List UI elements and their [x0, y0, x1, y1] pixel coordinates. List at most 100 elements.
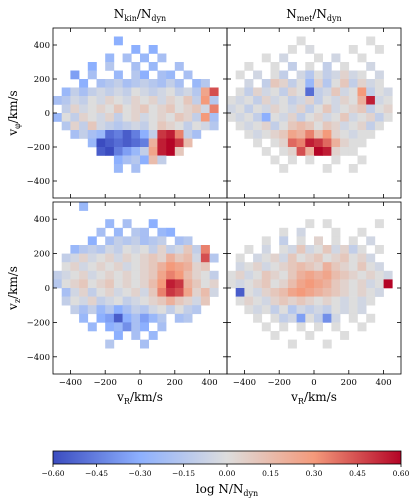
heatmap-cell — [279, 227, 289, 237]
heatmap-cell — [340, 79, 350, 88]
heatmap-cell — [331, 79, 341, 88]
heatmap-cell — [70, 245, 80, 254]
heatmap-cell — [113, 138, 123, 148]
heatmap-cell — [157, 245, 167, 254]
heatmap-cell — [70, 270, 80, 280]
heatmap-cell — [296, 305, 306, 315]
heatmap-cell — [96, 130, 106, 139]
heatmap-cell — [287, 253, 297, 263]
heatmap-cell — [131, 79, 141, 88]
heatmap-cell — [340, 279, 350, 289]
heatmap-cell — [140, 79, 149, 88]
heatmap-cell — [348, 79, 358, 88]
heatmap-cell — [305, 121, 315, 131]
colorbar-tick-label: 0.15 — [262, 469, 279, 478]
heatmap-cell — [105, 62, 115, 71]
heatmap-cell — [287, 96, 297, 105]
heatmap-cell — [253, 121, 263, 131]
heatmap-cell — [131, 62, 141, 71]
heatmap-cell — [357, 155, 367, 165]
heatmap-cell — [122, 245, 132, 254]
heatmap-cell — [305, 147, 315, 156]
heatmap-cell — [366, 236, 376, 246]
heatmap-cell — [296, 270, 306, 280]
heatmap-cell — [53, 96, 62, 105]
heatmap-cell — [279, 279, 289, 289]
heatmap-cell — [270, 113, 280, 122]
heatmap-cell — [131, 45, 141, 54]
heatmap-cell — [340, 121, 350, 131]
heatmap-cell — [314, 70, 323, 80]
heatmap-cell — [305, 245, 315, 254]
heatmap-cell — [105, 96, 115, 105]
heatmap-cell — [148, 87, 158, 97]
heatmap-cell — [348, 288, 358, 297]
heatmap-cell — [96, 253, 106, 263]
heatmap-cell — [296, 36, 306, 46]
heatmap-cell — [331, 322, 341, 332]
heatmap-cell — [261, 113, 271, 122]
heatmap-cell — [131, 121, 141, 131]
heatmap-cell — [253, 104, 263, 114]
heatmap-cell — [87, 138, 97, 148]
heatmap-cell — [113, 147, 123, 156]
heatmap-cell — [166, 113, 176, 122]
heatmap-cell — [174, 79, 184, 88]
heatmap-cell — [366, 253, 376, 263]
heatmap-cell — [296, 279, 306, 289]
heatmap-cell — [253, 279, 263, 289]
heatmap-cell — [87, 113, 97, 122]
heatmap-cell — [105, 305, 115, 315]
heatmap-cell — [340, 253, 350, 263]
colorbar-label: log N/Ndyn — [196, 482, 258, 498]
heatmap-cell — [270, 331, 280, 340]
heatmap-cell — [314, 322, 323, 332]
heatmap-cell — [200, 279, 210, 289]
heatmap-cell — [174, 121, 184, 131]
heatmap-cell — [61, 279, 71, 289]
heatmap-cell — [348, 313, 358, 323]
heatmap-cell — [366, 113, 376, 122]
heatmap-cell — [279, 70, 289, 80]
heatmap-cell — [157, 279, 167, 289]
x-tick-label: −200 — [268, 378, 291, 388]
heatmap-cell — [122, 53, 132, 63]
heatmap-cell — [105, 245, 115, 254]
heatmap-cell — [331, 296, 341, 306]
heatmap-cell — [366, 79, 376, 88]
heatmap-cell — [113, 130, 123, 139]
heatmap-cell — [340, 130, 350, 139]
heatmap-cell — [192, 279, 202, 289]
heatmap-cell — [357, 138, 367, 148]
heatmap-cell — [374, 219, 384, 229]
heatmap-cell — [287, 62, 297, 71]
heatmap-cell — [148, 155, 158, 165]
heatmap-cell — [122, 279, 132, 289]
heatmap-cell — [244, 279, 254, 289]
heatmap-cell — [148, 253, 158, 263]
heatmap-cell — [322, 104, 332, 114]
colorbar-tick-label: −0.60 — [42, 469, 65, 478]
heatmap-cell — [96, 121, 106, 131]
heatmap-cell — [131, 288, 141, 297]
heatmap-cell — [331, 96, 341, 105]
heatmap-cell — [122, 236, 132, 246]
heatmap-cell — [357, 288, 367, 297]
heatmap-cell — [279, 288, 289, 297]
heatmap-cell — [87, 96, 97, 105]
heatmap-cell — [70, 113, 80, 122]
heatmap-cell — [157, 121, 167, 131]
heatmap-cell — [122, 322, 132, 332]
heatmap-cell — [87, 70, 97, 80]
heatmap-cell — [253, 288, 263, 297]
heatmap-cell — [140, 113, 149, 122]
heatmap-cell — [314, 96, 323, 105]
heatmap-cell — [253, 113, 263, 122]
heatmap-cell — [87, 121, 97, 131]
colorbar-tick-label: 0.60 — [393, 469, 410, 478]
heatmap-cell — [209, 279, 219, 289]
heatmap-cell — [366, 87, 376, 97]
heatmap-cell — [166, 270, 176, 280]
heatmap-cell — [96, 96, 106, 105]
heatmap-cell — [287, 121, 297, 131]
